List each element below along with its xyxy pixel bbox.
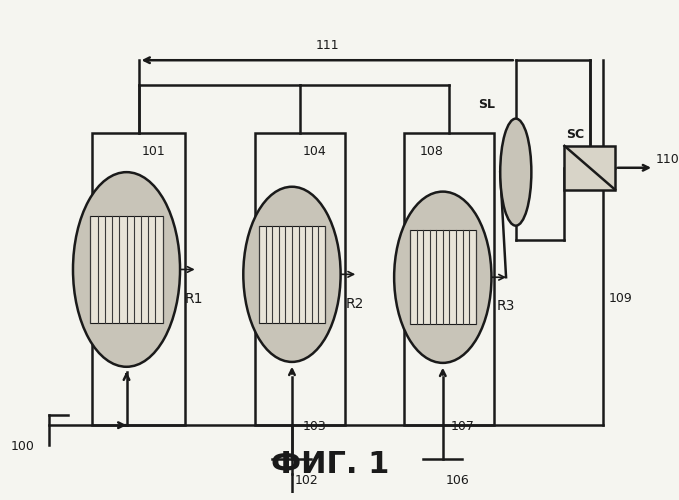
Text: R1: R1 — [185, 292, 204, 306]
Text: 111: 111 — [316, 40, 339, 52]
Bar — [92, 133, 185, 425]
Bar — [404, 133, 494, 425]
Ellipse shape — [73, 172, 180, 367]
Text: R3: R3 — [496, 300, 515, 314]
Text: 104: 104 — [303, 145, 327, 158]
Text: 102: 102 — [295, 474, 318, 487]
Bar — [564, 146, 615, 190]
Text: R2: R2 — [346, 296, 364, 310]
Text: SL: SL — [478, 98, 496, 111]
Bar — [255, 133, 346, 425]
Text: SC: SC — [566, 128, 585, 141]
Text: ФИГ. 1: ФИГ. 1 — [271, 450, 390, 478]
Ellipse shape — [243, 186, 341, 362]
Text: 100: 100 — [10, 440, 34, 453]
Text: 107: 107 — [451, 420, 475, 434]
Text: 110: 110 — [656, 154, 679, 166]
Bar — [259, 226, 325, 322]
Ellipse shape — [500, 118, 532, 226]
Text: 109: 109 — [608, 292, 632, 305]
Text: 106: 106 — [445, 474, 469, 487]
Text: 108: 108 — [420, 145, 444, 158]
Ellipse shape — [394, 192, 492, 363]
Text: 101: 101 — [142, 145, 166, 158]
Text: 103: 103 — [302, 420, 326, 434]
Bar — [410, 230, 476, 324]
Bar — [90, 216, 163, 323]
